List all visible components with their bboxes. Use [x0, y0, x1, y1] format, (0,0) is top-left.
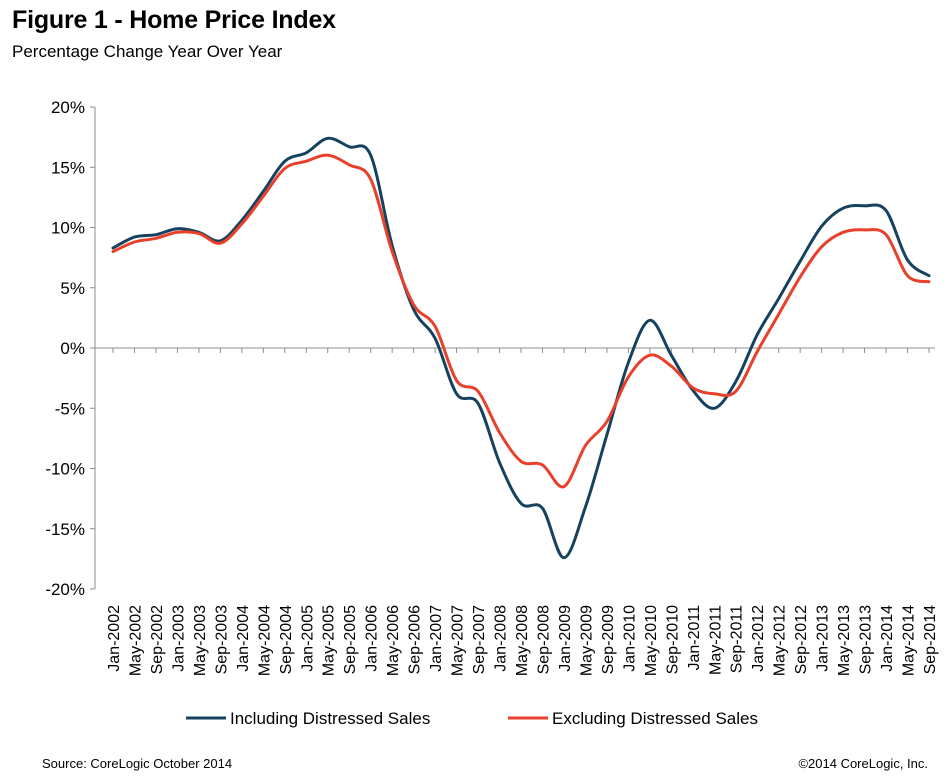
- x-tick-label: May-2002: [127, 605, 144, 676]
- x-tick-label: Jan-2003: [170, 605, 187, 672]
- x-tick-label: May-2012: [772, 605, 789, 676]
- series-lines: [111, 136, 931, 560]
- x-tick-label: May-2010: [643, 605, 660, 676]
- legend-label: Including Distressed Sales: [230, 709, 430, 728]
- x-tick-label: May-2013: [836, 605, 853, 676]
- series-line-excluding-distressed: [111, 153, 931, 489]
- axes: 20%15%10%5%0%-5%-10%-15%-20%Jan-2002 May-…: [45, 98, 939, 676]
- x-tick-label: May-2008: [514, 605, 531, 676]
- x-tick-label: Sep-2008: [535, 605, 552, 674]
- y-tick-label: 10%: [51, 219, 85, 238]
- chart-title: Figure 1 - Home Price Index: [12, 6, 336, 34]
- y-tick-label: -15%: [45, 520, 85, 539]
- x-tick-label: Jan-2006: [364, 605, 381, 672]
- x-tick-label: Sep-2004: [278, 605, 295, 674]
- x-tick-label: Jan-2004: [235, 605, 252, 672]
- x-tick-label: Sep-2003: [213, 605, 230, 674]
- x-tick-label: Sep-2005: [342, 605, 359, 674]
- chart-subtitle: Percentage Change Year Over Year: [12, 42, 283, 61]
- x-tick-label: Sep-2011: [729, 605, 746, 673]
- copyright-note: ©2014 CoreLogic, Inc.: [798, 756, 928, 771]
- series-line-including-distressed: [111, 136, 931, 560]
- x-tick-label: Sep-2012: [793, 605, 810, 674]
- x-tick-label: May-2006: [385, 605, 402, 676]
- x-tick-label: Sep-2006: [407, 605, 424, 674]
- y-tick-label: 0%: [60, 339, 85, 358]
- x-tick-label: Sep-2002: [149, 605, 166, 674]
- x-tick-label: Jan-2012: [750, 605, 767, 672]
- x-tick-label: Jan-2002: [106, 605, 123, 672]
- y-tick-label: 15%: [51, 158, 85, 177]
- x-tick-label: Jan-2005: [299, 605, 316, 672]
- y-tick-label: -5%: [55, 399, 85, 418]
- y-tick-label: -10%: [45, 460, 85, 479]
- x-tick-label: May-2003: [192, 605, 209, 676]
- source-note: Source: CoreLogic October 2014: [42, 756, 233, 771]
- x-tick-label: Jan-2010: [621, 605, 638, 672]
- x-tick-label: Jan-2014: [879, 605, 896, 672]
- x-tick-label: May-2004: [256, 605, 273, 676]
- x-tick-label: May-2014: [901, 605, 918, 676]
- x-tick-label: Sep-2007: [471, 605, 488, 674]
- x-tick-label: May-2011: [707, 605, 724, 675]
- x-tick-label: Sep-2009: [600, 605, 617, 674]
- x-tick-label: Jan-2009: [557, 605, 574, 672]
- x-tick-label: Jan-2007: [428, 605, 445, 672]
- y-tick-label: 20%: [51, 98, 85, 117]
- x-tick-label: May-2009: [578, 605, 595, 676]
- x-tick-label: Sep-2014: [922, 605, 939, 674]
- x-tick-label: May-2007: [450, 605, 467, 676]
- legend: Including Distressed Sales Excluding Dist…: [186, 709, 758, 728]
- x-tick-label: Jan-2008: [493, 605, 510, 672]
- x-tick-label: Sep-2010: [664, 605, 681, 674]
- x-tick-label: Jan-2013: [815, 605, 832, 672]
- x-tick-label: Sep-2013: [858, 605, 875, 674]
- y-tick-label: 5%: [60, 279, 85, 298]
- legend-label: Excluding Distressed Sales: [552, 709, 758, 728]
- y-tick-label: -20%: [45, 580, 85, 599]
- x-tick-label: Jan-2011: [686, 605, 703, 671]
- x-tick-label: May-2005: [321, 605, 338, 676]
